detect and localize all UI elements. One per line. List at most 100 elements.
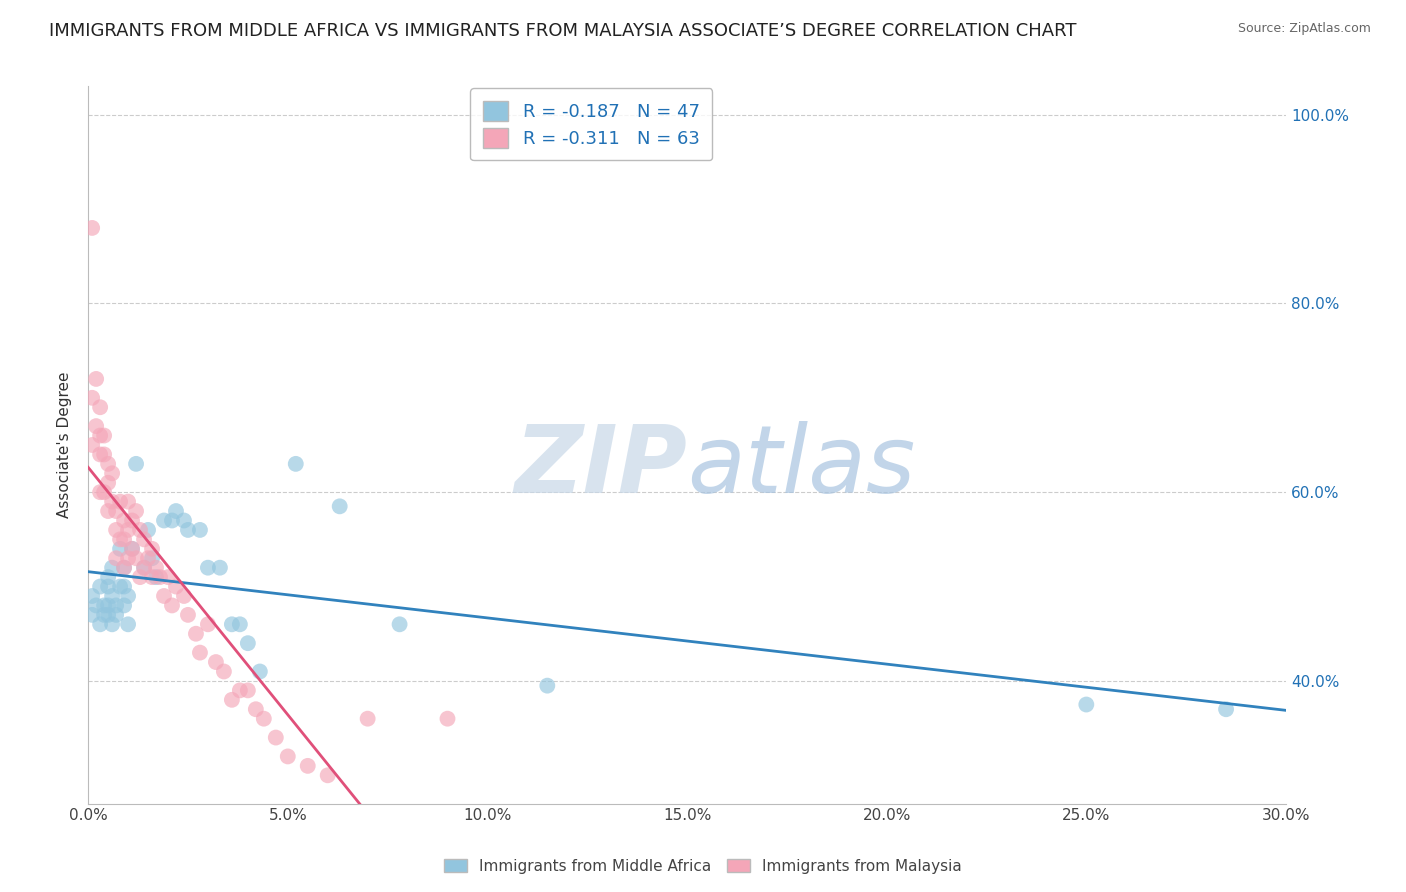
Point [125,504,148,518]
Point [89,580,111,594]
Y-axis label: Associate's Degree: Associate's Degree [58,372,72,518]
Point [97,475,120,490]
Point [188,646,211,660]
Point [93,485,115,500]
Point [105,551,128,566]
Point [436,712,458,726]
Point [173,514,195,528]
Point [112,533,135,547]
Point [105,523,128,537]
Point [356,712,378,726]
Point [89,428,111,442]
Point [93,607,115,622]
Point [208,560,231,574]
Point [277,749,299,764]
Point [136,551,159,566]
Point [125,457,148,471]
Point [89,485,111,500]
Point [160,514,183,528]
Point [105,599,128,613]
Point [236,636,259,650]
Point [89,401,111,415]
Point [108,494,131,508]
Point [249,665,271,679]
Point [236,683,259,698]
Point [117,523,139,537]
Point [253,712,276,726]
Point [245,702,267,716]
Point [121,514,143,528]
Point [117,494,139,508]
Point [329,500,352,514]
Point [197,560,219,574]
Point [112,560,135,574]
Point [153,589,176,603]
Point [125,551,148,566]
Point [284,457,307,471]
Point [117,551,139,566]
Point [97,457,120,471]
Point [108,541,131,556]
Point [97,504,120,518]
Point [129,570,152,584]
Point [132,560,155,574]
Point [101,560,124,574]
Point [177,523,200,537]
Point [121,541,143,556]
Point [101,494,124,508]
Point [229,683,252,698]
Point [93,447,115,461]
Point [132,560,155,574]
Point [97,570,120,584]
Text: atlas: atlas [688,421,915,512]
Point [145,560,167,574]
Point [97,580,120,594]
Point [84,372,107,386]
Point [112,599,135,613]
Point [156,570,179,584]
Point [121,541,143,556]
Point [141,570,163,584]
Point [82,391,104,405]
Point [177,607,200,622]
Point [82,438,104,452]
Point [84,599,107,613]
Point [112,514,135,528]
Point [112,580,135,594]
Point [316,768,339,782]
Point [93,428,115,442]
Point [536,679,558,693]
Legend: Immigrants from Middle Africa, Immigrants from Malaysia: Immigrants from Middle Africa, Immigrant… [439,853,967,880]
Point [117,617,139,632]
Point [136,523,159,537]
Point [101,589,124,603]
Point [97,607,120,622]
Point [205,655,228,669]
Point [173,589,195,603]
Point [229,617,252,632]
Point [221,617,243,632]
Text: Source: ZipAtlas.com: Source: ZipAtlas.com [1237,22,1371,36]
Point [105,504,128,518]
Point [149,570,172,584]
Point [1215,702,1237,716]
Point [84,419,107,434]
Text: ZIP: ZIP [515,420,688,513]
Point [145,570,167,584]
Point [82,221,104,235]
Point [112,560,135,574]
Point [388,617,411,632]
Point [188,523,211,537]
Point [117,589,139,603]
Point [184,626,207,640]
Legend: R = -0.187   N = 47, R = -0.311   N = 63: R = -0.187 N = 47, R = -0.311 N = 63 [470,88,713,161]
Point [297,759,319,773]
Point [165,504,187,518]
Point [82,607,104,622]
Point [141,551,163,566]
Point [165,580,187,594]
Point [1076,698,1098,712]
Point [93,599,115,613]
Point [197,617,219,632]
Point [101,617,124,632]
